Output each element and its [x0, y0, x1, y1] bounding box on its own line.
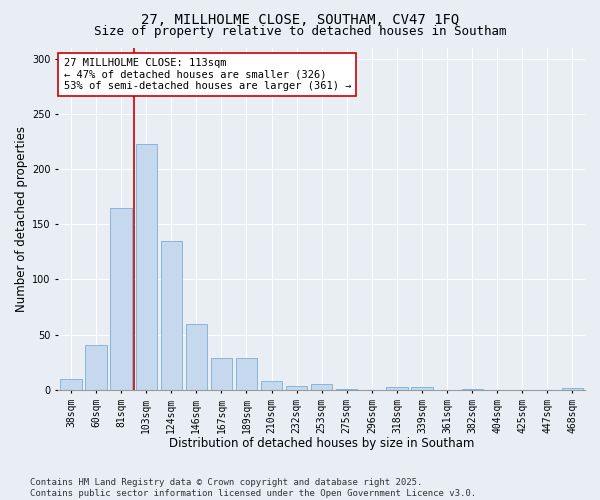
X-axis label: Distribution of detached houses by size in Southam: Distribution of detached houses by size … [169, 437, 475, 450]
Bar [236, 358, 257, 390]
Bar [85, 344, 107, 390]
Bar [386, 386, 407, 390]
Bar [412, 386, 433, 390]
Bar [261, 381, 282, 390]
Text: Size of property relative to detached houses in Southam: Size of property relative to detached ho… [94, 25, 506, 38]
Bar [562, 388, 583, 390]
Bar [110, 208, 132, 390]
Bar [211, 358, 232, 390]
Bar [185, 324, 207, 390]
Bar [336, 389, 358, 390]
Bar [136, 144, 157, 390]
Text: 27, MILLHOLME CLOSE, SOUTHAM, CV47 1FQ: 27, MILLHOLME CLOSE, SOUTHAM, CV47 1FQ [141, 12, 459, 26]
Text: 27 MILLHOLME CLOSE: 113sqm
← 47% of detached houses are smaller (326)
53% of sem: 27 MILLHOLME CLOSE: 113sqm ← 47% of deta… [64, 58, 351, 91]
Bar [311, 384, 332, 390]
Bar [161, 241, 182, 390]
Bar [61, 379, 82, 390]
Y-axis label: Number of detached properties: Number of detached properties [15, 126, 28, 312]
Text: Contains HM Land Registry data © Crown copyright and database right 2025.
Contai: Contains HM Land Registry data © Crown c… [30, 478, 476, 498]
Bar [286, 386, 307, 390]
Bar [461, 389, 483, 390]
